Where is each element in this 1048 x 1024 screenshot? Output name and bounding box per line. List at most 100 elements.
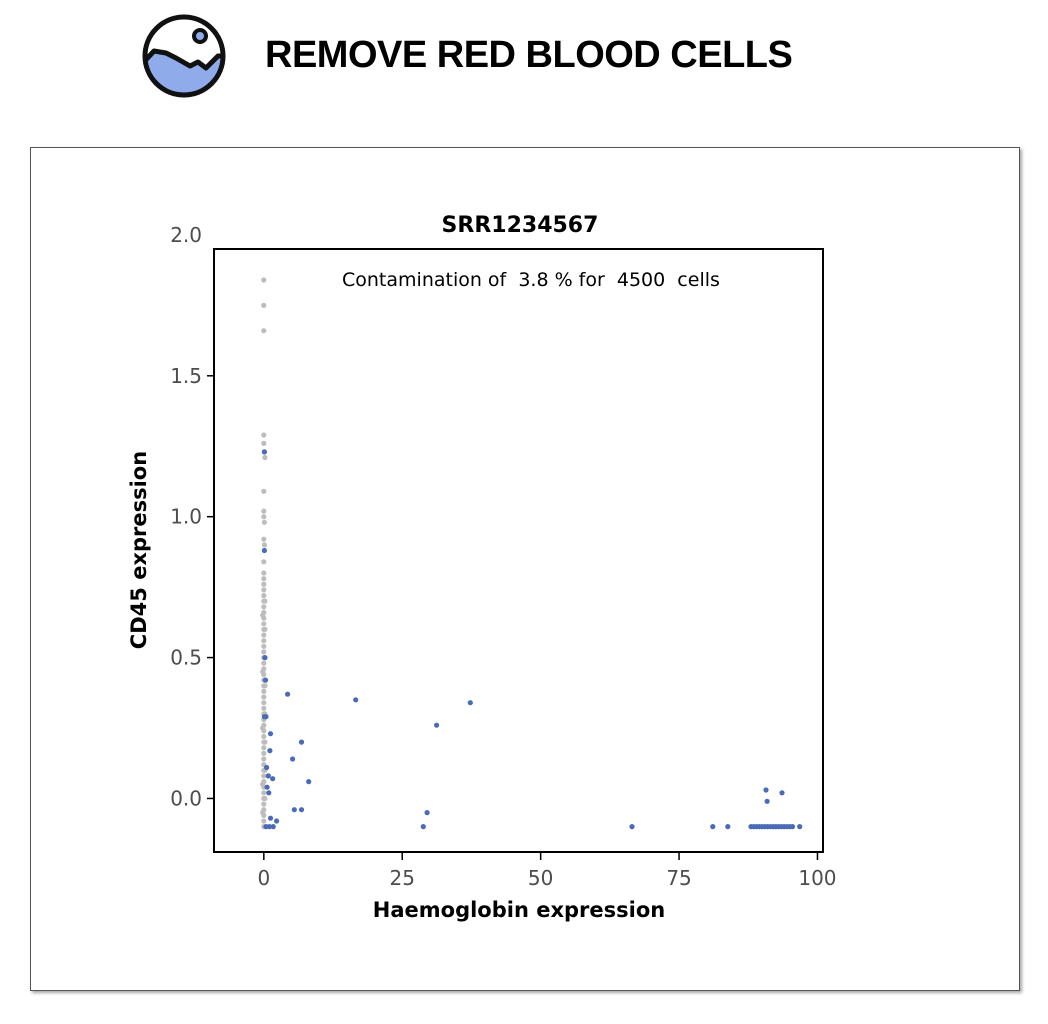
contaminated-cell-point-50 bbox=[779, 790, 785, 796]
clean-cell-point-11 bbox=[261, 536, 267, 542]
clean-cell-point-46 bbox=[261, 750, 267, 757]
contaminated-cell-point-6 bbox=[267, 731, 274, 737]
clean-cell-point-20 bbox=[261, 604, 267, 610]
contaminated-cell-point-2 bbox=[262, 655, 268, 661]
clean-cell-point-8 bbox=[261, 508, 267, 514]
contaminated-cell-point-5 bbox=[263, 714, 269, 720]
clean-cell-point-15 bbox=[261, 576, 267, 582]
y-tick-label-1: 0.5 bbox=[170, 646, 202, 670]
axes-layer: 0 25 50 75 100 0.0 0.5 1.0 1.5 2.0 bbox=[170, 223, 836, 890]
clean-cell-point-55 bbox=[261, 801, 267, 807]
y-tick-label-0: 0.0 bbox=[170, 786, 202, 810]
contaminated-cell-point-22 bbox=[267, 815, 274, 821]
y-tick-label-4: 2.0 bbox=[170, 223, 202, 247]
clean-cell-point-13 bbox=[261, 559, 267, 565]
chart-title: SRR1234567 bbox=[442, 213, 599, 238]
contaminated-cell-point-18 bbox=[290, 756, 296, 762]
clean-cell-point-30 bbox=[261, 660, 267, 666]
chart-panel: SRR1234567 Contamination of 3.8 % for 45… bbox=[30, 147, 1020, 991]
clean-cell-point-9 bbox=[261, 514, 267, 520]
clean-cell-point-70 bbox=[260, 725, 266, 731]
clean-cell-point-4 bbox=[261, 440, 267, 446]
contaminated-cell-point-11 bbox=[266, 790, 272, 796]
x-tick-label-0: 0 bbox=[257, 866, 270, 890]
contaminated-cell-point-49 bbox=[763, 787, 769, 793]
landscape-image-icon bbox=[142, 14, 226, 98]
clean-cell-point-18 bbox=[261, 593, 267, 599]
contaminated-cell-point-17 bbox=[467, 700, 473, 706]
points-layer bbox=[260, 277, 803, 830]
clean-cell-point-71 bbox=[260, 781, 266, 788]
contaminated-cell-point-21 bbox=[298, 807, 305, 813]
clean-cell-point-0 bbox=[261, 277, 267, 283]
contaminated-cell-point-23 bbox=[274, 818, 280, 824]
contaminated-cell-point-13 bbox=[285, 691, 291, 697]
contaminated-cell-point-3 bbox=[262, 677, 269, 683]
contaminated-cell-point-30 bbox=[710, 824, 716, 830]
clean-cell-point-67 bbox=[262, 795, 268, 802]
contaminated-cell-point-15 bbox=[298, 739, 305, 745]
clean-cell-point-12 bbox=[261, 542, 267, 548]
clean-cell-point-1 bbox=[261, 302, 267, 308]
contaminated-cell-point-10 bbox=[270, 776, 276, 782]
clean-cell-point-68 bbox=[260, 612, 266, 618]
contaminated-cell-point-9 bbox=[265, 773, 271, 779]
clean-cell-point-3 bbox=[261, 432, 267, 438]
contaminated-cell-point-20 bbox=[291, 807, 297, 813]
clean-cell-point-61 bbox=[262, 626, 268, 632]
x-tick-label-2: 50 bbox=[528, 866, 553, 890]
plot-frame bbox=[213, 248, 824, 853]
contaminated-cell-point-51 bbox=[764, 798, 770, 804]
clean-cell-point-25 bbox=[261, 632, 267, 638]
contaminated-cell-point-8 bbox=[264, 764, 270, 771]
scatter-chart: SRR1234567 Contamination of 3.8 % for 45… bbox=[127, 213, 837, 922]
page-title: REMOVE RED BLOOD CELLS bbox=[265, 34, 793, 76]
contaminated-cell-point-12 bbox=[264, 784, 270, 790]
clean-cell-point-45 bbox=[261, 745, 267, 751]
clean-cell-point-23 bbox=[261, 621, 267, 627]
clean-cell-point-35 bbox=[261, 688, 267, 695]
x-tick-label-1: 25 bbox=[390, 866, 415, 890]
contaminated-cell-point-47 bbox=[789, 824, 796, 830]
contaminated-cell-point-26 bbox=[270, 824, 276, 830]
clean-cell-point-26 bbox=[261, 638, 267, 644]
contaminated-cell-point-0 bbox=[261, 449, 267, 455]
x-tick-label-3: 75 bbox=[666, 866, 691, 890]
contaminated-cell-point-1 bbox=[261, 547, 267, 554]
contaminated-cell-point-16 bbox=[434, 722, 440, 728]
y-tick-label-2: 1.0 bbox=[170, 505, 202, 529]
clean-cell-point-14 bbox=[261, 570, 267, 576]
header: REMOVE RED BLOOD CELLS bbox=[0, 0, 1048, 110]
clean-cell-point-63 bbox=[262, 683, 268, 689]
clean-cell-point-16 bbox=[261, 581, 267, 587]
clean-cell-point-27 bbox=[261, 643, 267, 649]
clean-cell-point-50 bbox=[261, 773, 267, 779]
x-axis-label: Haemoglobin expression bbox=[373, 898, 665, 922]
clean-cell-point-37 bbox=[261, 700, 267, 706]
contaminated-cell-point-27 bbox=[424, 810, 430, 816]
contamination-annotation: Contamination of 3.8 % for 4500 cells bbox=[342, 269, 720, 291]
y-tick-label-3: 1.5 bbox=[170, 364, 202, 388]
contaminated-cell-point-19 bbox=[306, 779, 312, 785]
clean-cell-point-36 bbox=[261, 694, 267, 700]
clean-cell-point-6 bbox=[262, 454, 268, 461]
clean-cell-point-47 bbox=[261, 756, 267, 762]
contaminated-cell-point-28 bbox=[420, 824, 426, 830]
clean-cell-point-7 bbox=[261, 488, 267, 494]
contaminated-cell-point-48 bbox=[797, 824, 803, 830]
clean-cell-point-17 bbox=[261, 587, 267, 593]
clean-cell-point-72 bbox=[260, 810, 266, 816]
clean-cell-point-28 bbox=[261, 649, 267, 655]
clean-cell-point-69 bbox=[260, 669, 266, 675]
contaminated-cell-point-31 bbox=[725, 824, 731, 830]
contaminated-cell-point-29 bbox=[629, 824, 635, 830]
clean-cell-point-10 bbox=[261, 519, 267, 525]
clean-cell-point-65 bbox=[262, 739, 268, 745]
contaminated-cell-point-25 bbox=[266, 824, 272, 830]
x-tick-label-4: 100 bbox=[798, 866, 836, 890]
clean-cell-point-43 bbox=[261, 733, 267, 740]
contaminated-cell-point-7 bbox=[267, 748, 273, 754]
clean-cell-point-2 bbox=[261, 328, 267, 334]
y-axis-label: CD45 expression bbox=[127, 451, 151, 649]
clean-cell-point-60 bbox=[262, 598, 268, 604]
